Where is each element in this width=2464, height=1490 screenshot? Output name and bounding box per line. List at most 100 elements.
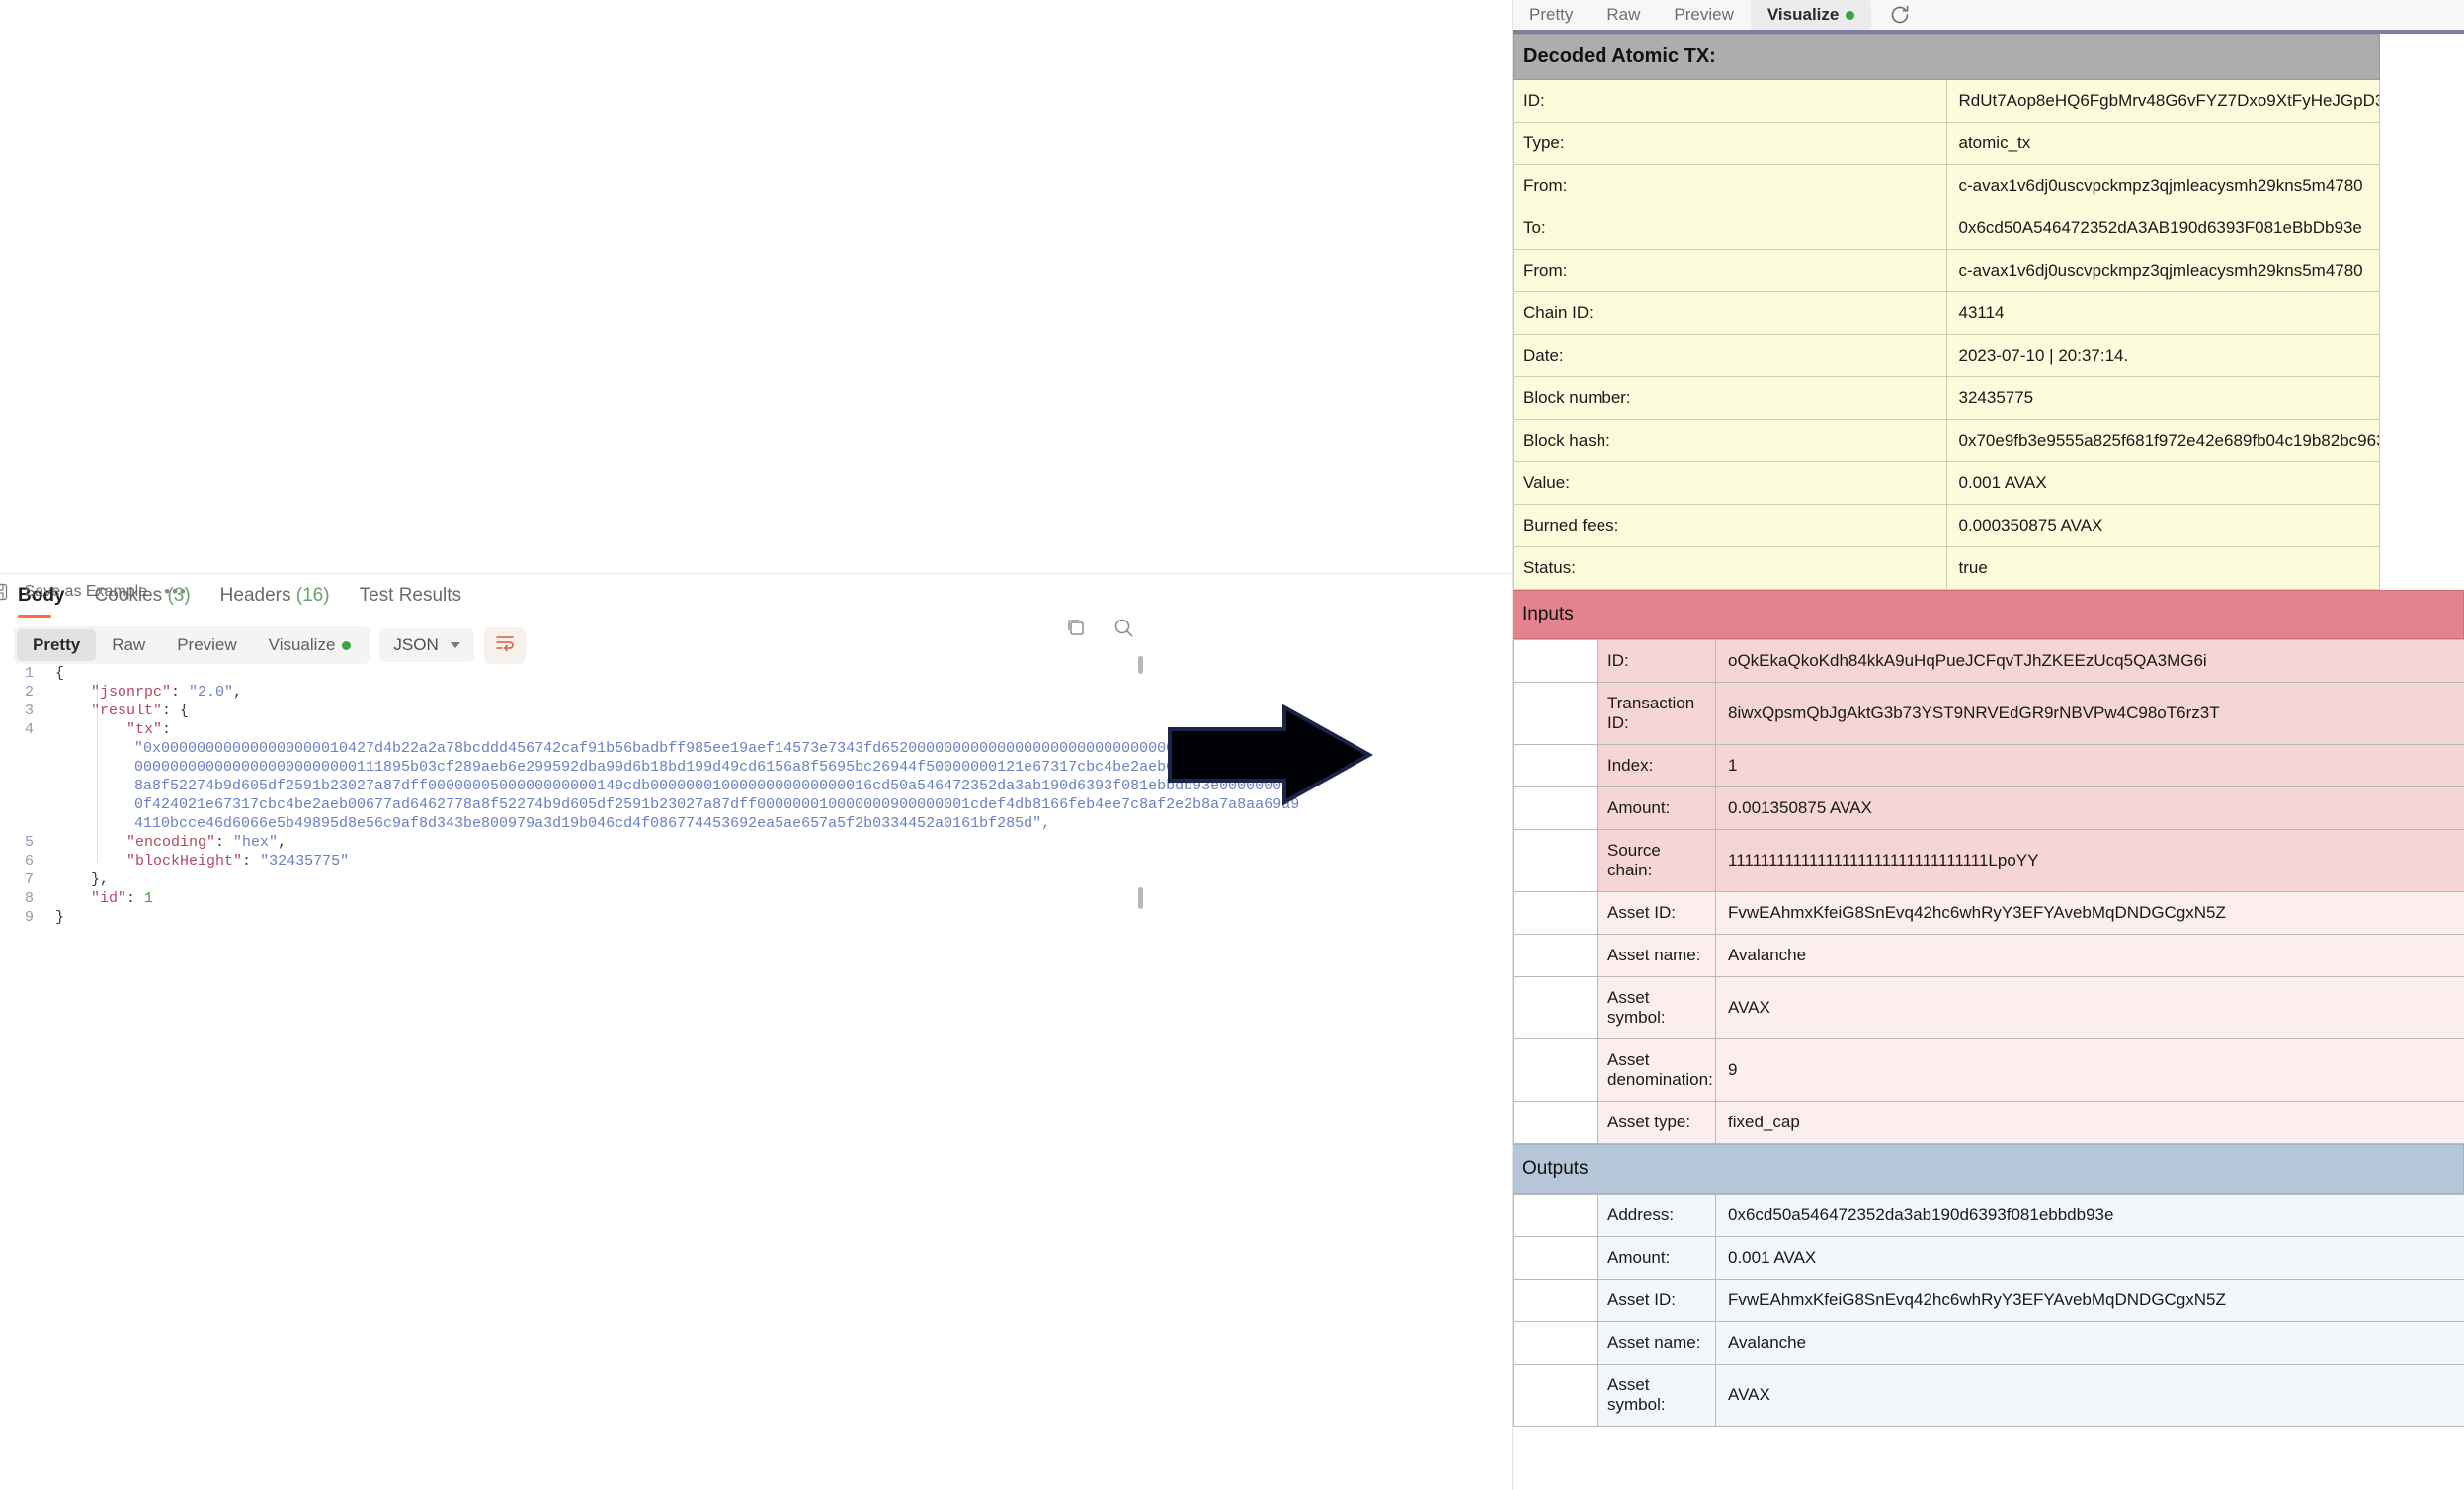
hex-value-line: 0000000000000000000000000111895b03cf289a… xyxy=(134,759,1282,776)
format-tab-visualize[interactable]: Visualize xyxy=(253,629,368,661)
line-number: 3 xyxy=(24,703,34,719)
table-row: Block number: 32435775 xyxy=(1513,376,2380,420)
more-options-button[interactable]: ••• xyxy=(164,582,188,601)
response-tab-cookies-label: Cookies xyxy=(94,585,163,606)
line-number: 1 xyxy=(24,665,34,682)
wrap-lines-icon xyxy=(495,634,515,657)
row-key: Block number: xyxy=(1513,376,1947,420)
response-tab-cookies[interactable]: Cookies (3) xyxy=(95,579,191,613)
row-value: Avalanche xyxy=(1715,934,2464,977)
wrap-lines-button[interactable] xyxy=(483,626,526,664)
code-content: } xyxy=(55,909,65,926)
response-tab-headers[interactable]: Headers (16) xyxy=(220,579,330,613)
json-sep: : xyxy=(215,834,234,851)
line-number: 4 xyxy=(24,721,34,738)
viz-tab-pretty[interactable]: Pretty xyxy=(1513,0,1590,30)
row-spacer xyxy=(1513,1101,1598,1144)
code-scrollbar-top[interactable] xyxy=(1138,656,1143,674)
row-value: 43114 xyxy=(1945,291,2380,335)
response-tab-test-results[interactable]: Test Results xyxy=(360,579,461,613)
format-tab-raw-label: Raw xyxy=(112,635,146,654)
language-select-value: JSON xyxy=(393,635,439,654)
row-spacer xyxy=(1513,1038,1598,1102)
row-spacer xyxy=(1513,976,1598,1039)
active-tab-indicator xyxy=(18,615,51,618)
row-value: 0x70e9fb3e9555a825f681f972e42e689fb04c19… xyxy=(1945,419,2380,462)
code-line-hex-0: "0x000000000000000000010427d4b22a2a78bcd… xyxy=(14,739,1290,758)
format-tab-pretty-label: Pretty xyxy=(33,635,81,654)
row-value: AVAX xyxy=(1715,1364,2464,1427)
json-value: "2.0" xyxy=(189,684,234,701)
table-row: Asset ID: FvwEAhmxKfeiG8SnEvq42hc6whRyY3E… xyxy=(1513,1279,2464,1322)
format-toolbar: Pretty Raw Preview Visualize JSON xyxy=(14,626,526,664)
search-icon[interactable] xyxy=(1112,617,1134,643)
table-row: Date: 2023-07-10 | 20:37:14. xyxy=(1513,334,2380,377)
row-key: Asset denomination: xyxy=(1597,1038,1716,1102)
json-code-viewer[interactable]: 1 { 2 "jsonrpc": "2.0", 3 "result": { 4 … xyxy=(14,664,1299,960)
row-spacer xyxy=(1513,1279,1598,1322)
refresh-icon[interactable] xyxy=(1889,4,1911,26)
json-value: { xyxy=(180,703,190,719)
row-spacer xyxy=(1513,786,1598,830)
response-tab-body[interactable]: Body xyxy=(18,579,65,613)
row-value: 0.001 AVAX xyxy=(1945,461,2380,505)
row-spacer xyxy=(1513,1364,1598,1427)
row-value: 0x6cd50a546472352da3ab190d6393f081ebbdb9… xyxy=(1715,1194,2464,1237)
response-tab-bar: Body Cookies (3) Headers (16) Test Resul… xyxy=(18,579,461,613)
code-scrollbar-bottom[interactable] xyxy=(1138,887,1143,909)
table-row: Amount: 0.001350875 AVAX xyxy=(1513,786,2464,830)
format-tab-raw[interactable]: Raw xyxy=(96,629,161,661)
code-line-hex-2: 8a8f52274b9d605df2591b23027a87dff0000000… xyxy=(14,777,1299,795)
language-select[interactable]: JSON xyxy=(379,628,474,662)
json-key: "blockHeight" xyxy=(126,853,243,869)
row-key: Asset ID: xyxy=(1597,1279,1716,1322)
table-row: Asset name: Avalanche xyxy=(1513,1321,2464,1365)
json-tail: , xyxy=(278,834,287,851)
response-tab-test-results-label: Test Results xyxy=(359,585,462,606)
row-key: Transaction ID: xyxy=(1597,682,1716,745)
row-value: Avalanche xyxy=(1715,1321,2464,1365)
json-value: "hex" xyxy=(233,834,279,851)
code-line-hex-4: 4110bcce46d6066e5b49895d8e56c9af8d343be8… xyxy=(14,814,1150,833)
format-tab-pretty[interactable]: Pretty xyxy=(17,629,97,661)
copy-icon[interactable] xyxy=(1065,617,1087,643)
code-content: "jsonrpc": "2.0", xyxy=(55,683,242,702)
code-line: 4 "tx": xyxy=(14,720,1150,739)
row-key: ID: xyxy=(1513,79,1947,123)
table-row: Value: 0.001 AVAX xyxy=(1513,461,2380,505)
code-content: "tx": xyxy=(55,720,171,739)
inputs-banner: Inputs xyxy=(1513,590,2464,639)
page-title: Decoded Atomic TX: xyxy=(1513,34,2380,80)
row-key: Status: xyxy=(1513,546,1947,590)
row-value: FvwEAhmxKfeiG8SnEvq42hc6whRyY3EFYAvebMqD… xyxy=(1715,1279,2464,1322)
table-row: Chain ID: 43114 xyxy=(1513,291,2380,335)
json-sep: : xyxy=(171,684,190,701)
inputs-banner-label: Inputs xyxy=(1513,590,2464,639)
row-value: c-avax1v6dj0uscvpckmpz3qjmleacysmh29kns5… xyxy=(1945,249,2380,292)
row-key: From: xyxy=(1513,164,1947,207)
viz-tab-preview[interactable]: Preview xyxy=(1657,0,1750,30)
row-spacer xyxy=(1513,639,1598,683)
table-title-row: Decoded Atomic TX: xyxy=(1513,34,2380,80)
table-row: Block hash: 0x70e9fb3e9555a825f681f972e42… xyxy=(1513,419,2380,462)
visualize-content: Decoded Atomic TX: ID: RdUt7Aop8eHQ6FgbMr… xyxy=(1513,34,2464,1490)
line-number: 9 xyxy=(24,909,34,926)
json-sep: : xyxy=(242,853,261,869)
viz-tab-preview-label: Preview xyxy=(1674,5,1734,24)
panel-divider xyxy=(0,573,1513,574)
viz-tab-visualize[interactable]: Visualize xyxy=(1750,0,1872,30)
response-tab-headers-label: Headers xyxy=(219,585,291,606)
row-key: Asset symbol: xyxy=(1597,1364,1716,1427)
format-tab-preview[interactable]: Preview xyxy=(161,629,252,661)
json-key: "encoding" xyxy=(126,834,216,851)
visualize-panel: Pretty Raw Preview Visualize Decoded Ato… xyxy=(1513,0,2464,1490)
row-key: Asset name: xyxy=(1597,934,1716,977)
table-row: From: c-avax1v6dj0uscvpckmpz3qjmleacysmh2… xyxy=(1513,249,2380,292)
response-tab-body-label: Body xyxy=(18,585,65,606)
save-as-example-button[interactable]: Save as Example xyxy=(24,583,148,600)
row-spacer xyxy=(1513,744,1598,787)
hex-value-line: 0f424021e67317cbc4be2aeb00677ad6462778a8… xyxy=(134,796,1300,813)
code-line: 6 "blockHeight": "32435775" xyxy=(14,852,1150,870)
viz-tab-raw[interactable]: Raw xyxy=(1590,0,1657,30)
